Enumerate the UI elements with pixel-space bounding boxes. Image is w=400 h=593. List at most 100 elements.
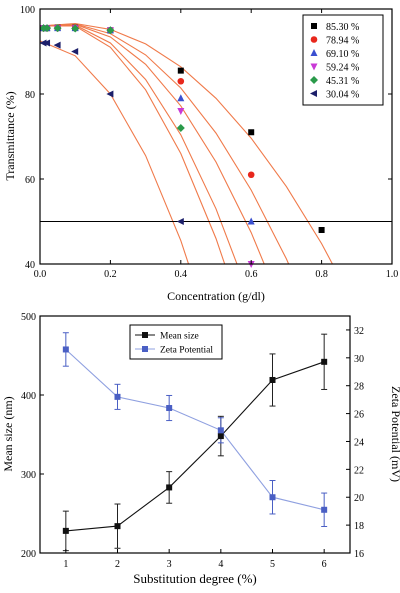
data-points	[39, 24, 325, 268]
data-point	[269, 376, 276, 383]
y2-tick-labels: 16 18 20 22 24 26 28 30 32	[354, 326, 364, 560]
data-point	[177, 67, 184, 74]
y-tick-label: 100	[20, 5, 35, 16]
fit-curve	[40, 22, 334, 264]
y-tick-label: 80	[25, 90, 35, 101]
data-point	[71, 24, 80, 33]
fit-curve	[40, 40, 190, 264]
y2-tick-label: 22	[354, 465, 364, 476]
data-point	[114, 523, 121, 530]
x-tick-label: 2	[115, 559, 120, 570]
legend-label: 59.24 %	[326, 63, 359, 74]
x-tick-label: 5	[270, 559, 275, 570]
x-tick-labels: 0.0 0.2 0.4 0.6 0.8 1.0	[34, 269, 399, 280]
error-bars	[62, 332, 328, 552]
fit-curve	[40, 23, 290, 264]
legend-label: 45.31 %	[326, 76, 359, 87]
data-points	[62, 346, 328, 534]
x-axis-label: Substitution degree (%)	[133, 571, 256, 586]
x-tick-label: 0.4	[175, 269, 188, 280]
legend-marker	[310, 36, 318, 43]
x-tick-label: 0.2	[104, 269, 117, 280]
y2-tick-label: 28	[354, 382, 364, 393]
legend-marker	[310, 49, 318, 56]
data-point	[39, 39, 47, 47]
data-point	[43, 39, 51, 47]
data-point	[71, 48, 79, 55]
x-axis-label: Concentration (g/dl)	[167, 289, 265, 303]
data-point	[217, 427, 224, 434]
y-tick-label: 500	[21, 312, 36, 323]
y2-tick-label: 30	[354, 354, 364, 365]
data-point	[177, 94, 185, 102]
legend: Mean size Zeta Potential	[129, 324, 223, 360]
data-point	[248, 129, 255, 136]
data-point	[166, 484, 173, 491]
data-point	[217, 433, 224, 440]
x-tick-label: 1.0	[386, 269, 399, 280]
size-zeta-chart: 1 2 3 4 5 6 200 300 400 500 16 18 20 22 24 26 28 30 32 S…	[1, 312, 400, 586]
data-point	[321, 358, 328, 365]
y2-axis-label: Zeta Potential (mV)	[389, 386, 400, 482]
legend-label: 78.94 %	[326, 36, 359, 47]
legend-label: 69.10 %	[326, 49, 359, 60]
x-tick-label: 4	[218, 559, 223, 570]
plot-frame	[39, 8, 393, 265]
y2-tick-label: 32	[354, 326, 364, 337]
plot-frame	[39, 315, 351, 554]
legend-marker	[142, 346, 148, 352]
data-point	[106, 26, 115, 35]
legend-marker	[310, 76, 318, 84]
legend-label: Mean size	[160, 332, 199, 342]
y-tick-labels: 40 60 80 100	[20, 5, 35, 271]
y2-tick-label: 24	[354, 437, 364, 448]
legend-label: 30.04 %	[326, 90, 359, 101]
y-tick-label: 300	[21, 470, 36, 481]
data-point	[62, 527, 69, 534]
y2-tick-label: 26	[354, 410, 364, 421]
y-tick-label: 40	[25, 260, 35, 271]
y2-tick-label: 16	[354, 549, 364, 560]
y-tick-label: 60	[25, 175, 35, 186]
legend-box	[302, 14, 384, 106]
data-point	[176, 124, 185, 132]
y-tick-label: 400	[21, 391, 36, 402]
legend-label: Zeta Potential	[160, 346, 213, 356]
fit-curve	[40, 23, 265, 264]
data-point	[166, 405, 173, 412]
axis-ticks	[40, 315, 350, 554]
fit-curves	[40, 22, 334, 264]
y2-tick-label: 18	[354, 521, 364, 532]
data-point	[247, 217, 255, 225]
legend-marker	[311, 23, 317, 29]
x-tick-labels: 1 2 3 4 5 6	[63, 559, 326, 570]
data-point	[321, 506, 328, 513]
legend-box	[129, 324, 223, 360]
data-point	[53, 24, 62, 33]
y-axis-label: Mean size (nm)	[1, 396, 15, 471]
x-tick-label: 1	[63, 559, 68, 570]
series-line	[65, 361, 325, 532]
data-point	[176, 218, 184, 225]
legend-label: 85.30 %	[326, 22, 359, 33]
data-point	[114, 393, 121, 400]
x-tick-label: 0.0	[34, 269, 47, 280]
data-point	[43, 24, 52, 33]
y-axis-label: Transmittance (%)	[3, 91, 17, 180]
x-tick-label: 0.8	[315, 269, 328, 280]
data-point	[318, 227, 325, 233]
axis-ticks	[39, 8, 393, 265]
data-point	[247, 171, 255, 179]
fit-curve	[40, 24, 238, 264]
data-point	[177, 108, 185, 115]
y2-tick-label: 20	[354, 493, 364, 504]
transmittance-chart: 0.0 0.2 0.4 0.6 0.8 1.0 40 60 80 100 Concentrati…	[3, 5, 399, 303]
legend-marker	[310, 90, 317, 97]
data-point	[106, 90, 114, 98]
x-tick-label: 6	[322, 559, 327, 570]
legend-marker	[142, 332, 148, 338]
series-lines	[65, 349, 325, 532]
data-point	[269, 494, 276, 501]
legend: 85.30 % 78.94 % 69.10 % 59.24 % 45.31 % 30.04…	[302, 14, 384, 106]
